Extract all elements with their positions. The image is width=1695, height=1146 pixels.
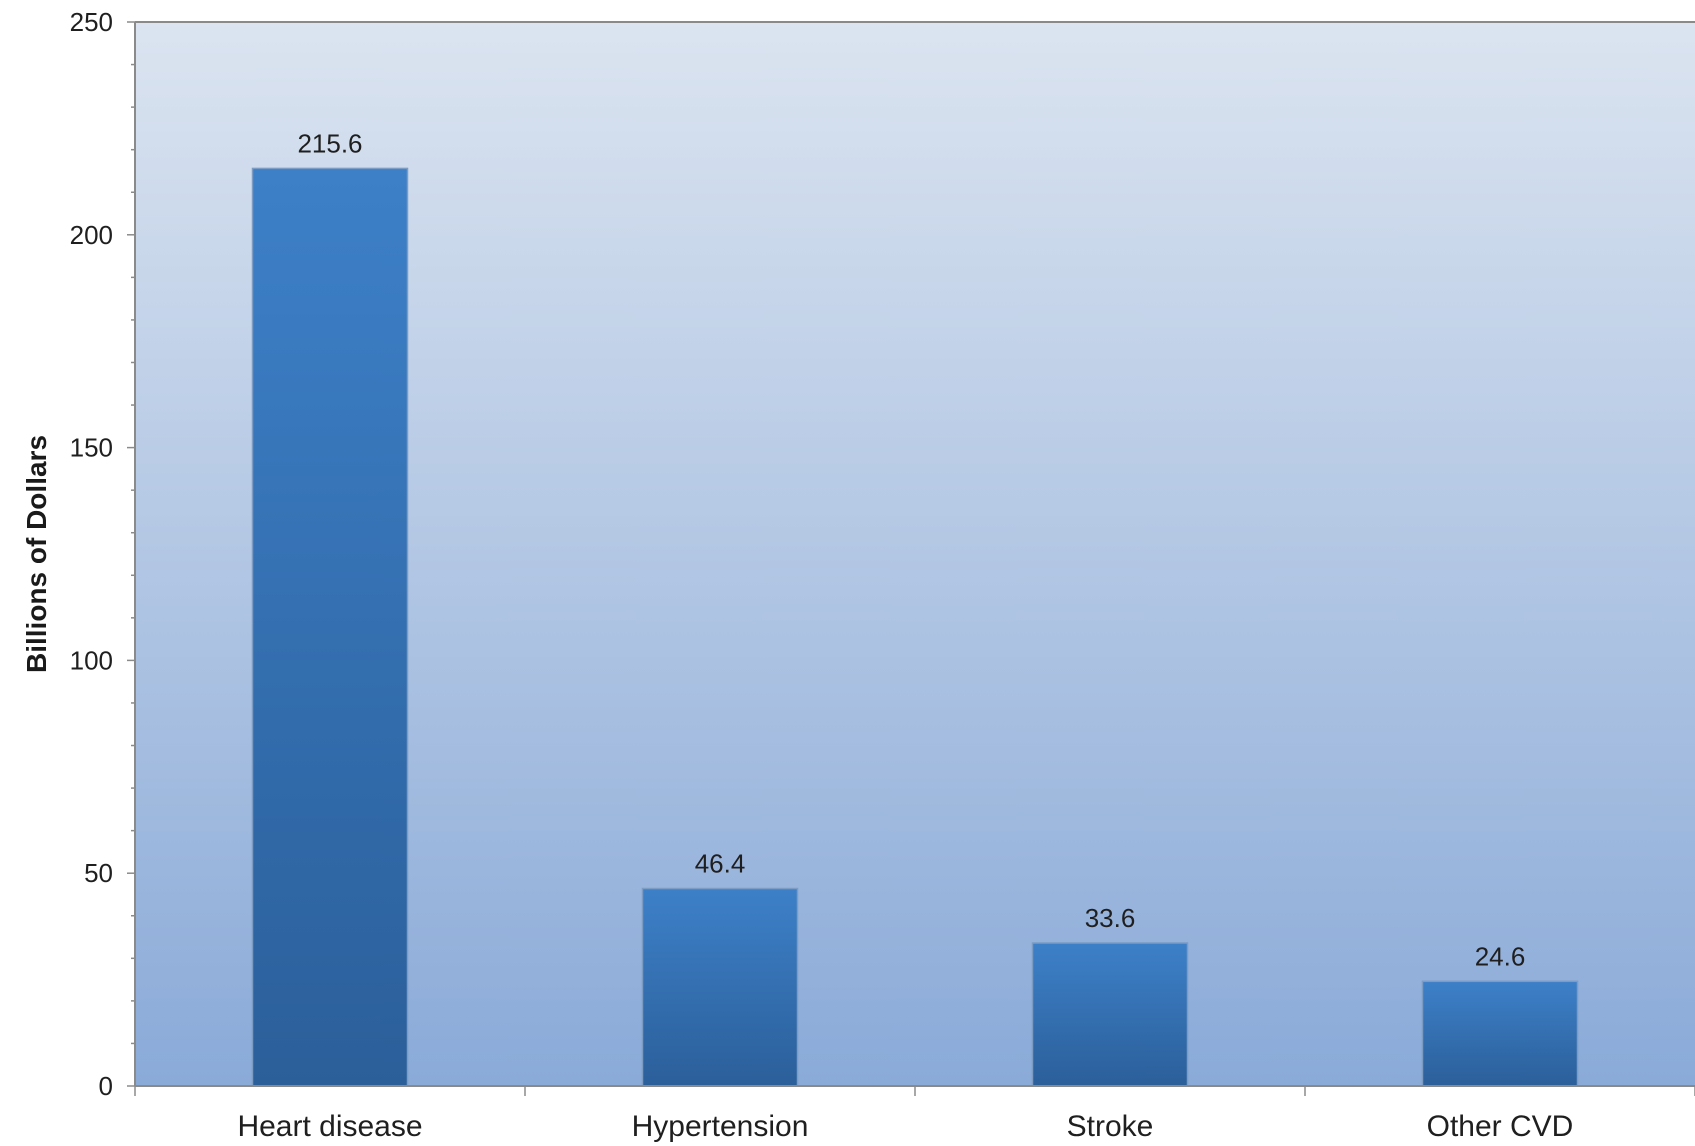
data-label: 24.6 (1475, 941, 1526, 971)
bar (1031, 942, 1189, 1087)
category-label: Stroke (1067, 1110, 1154, 1143)
x-ticks-group (134, 1086, 1695, 1096)
category-labels-group: Heart disease Hypertension Stroke Other CVD (237, 1110, 1573, 1143)
y-tick-label: 100 (70, 645, 113, 675)
data-label: 215.6 (297, 128, 362, 158)
data-label: 33.6 (1085, 903, 1136, 933)
data-label: 46.4 (695, 849, 746, 879)
bar (251, 167, 409, 1087)
y-tick-label: 250 (70, 7, 113, 37)
bar (1421, 980, 1579, 1087)
category-label: Hypertension (632, 1110, 809, 1143)
category-label: Other CVD (1427, 1110, 1574, 1143)
y-tick-label: 150 (70, 433, 113, 463)
y-ticks-group: 0 50 100 150 200 250 (70, 7, 135, 1101)
bars-group (251, 167, 1579, 1087)
data-labels-group: 215.6 46.4 33.6 24.6 (297, 128, 1525, 971)
y-tick-label: 0 (99, 1071, 113, 1101)
y-tick-label: 200 (70, 220, 113, 250)
y-tick-label: 50 (84, 858, 113, 888)
y-axis-title: Billions of Dollars (21, 435, 52, 673)
bar (641, 887, 799, 1087)
category-label: Heart disease (237, 1110, 422, 1143)
